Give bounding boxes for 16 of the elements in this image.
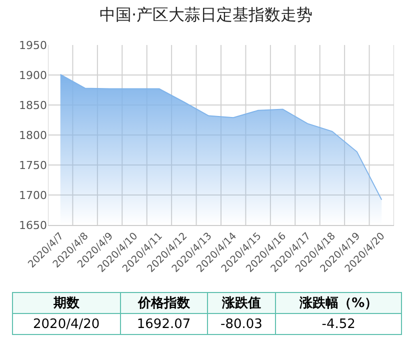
text: 2020/4/20 <box>12 314 120 334</box>
chart-title: 中国·产区大蒜日定基指数走势 <box>99 4 313 24</box>
y-tick-label: 1850 <box>19 98 47 112</box>
text: 1692.07 <box>120 314 208 334</box>
y-tick-label: 1650 <box>19 218 47 232</box>
text: 期数 <box>12 292 120 314</box>
y-tick-label: 1900 <box>19 68 47 82</box>
y-tick-label: 1750 <box>19 158 47 172</box>
y-tick-label: 1700 <box>19 188 47 202</box>
text: 价格指数 <box>120 292 208 314</box>
text: -4.52 <box>276 314 402 334</box>
y-tick-label: 1950 <box>19 38 47 52</box>
text: 涨跌幅（%） <box>276 292 402 314</box>
text: -80.03 <box>207 314 276 334</box>
y-tick-label: 1800 <box>19 128 47 142</box>
text: 涨跌值 <box>207 292 276 314</box>
